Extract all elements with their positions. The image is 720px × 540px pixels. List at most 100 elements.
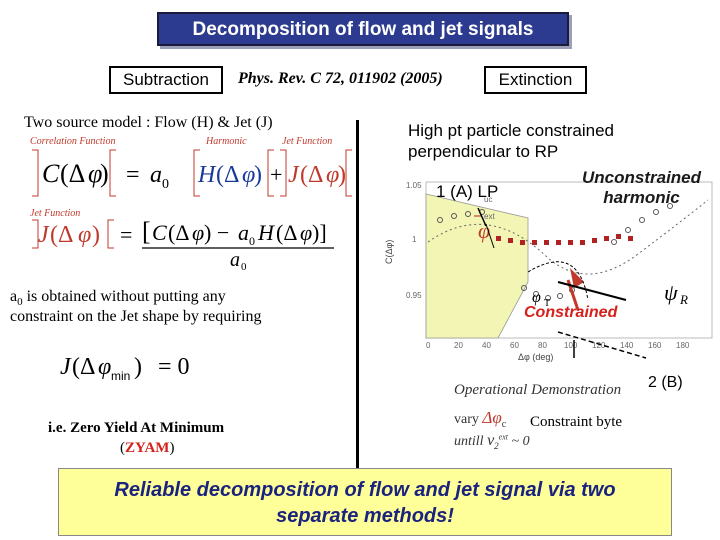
plot-y-label: C(Δφ) xyxy=(384,240,394,264)
jet-function-formula: Jet Function J (Δ φ ) = [ C (Δ φ ) − a 0… xyxy=(30,208,360,270)
svg-text:H: H xyxy=(257,220,275,245)
plot-x-ticks: 0 20 40 60 80 100 120 140 160 180 xyxy=(426,341,690,350)
reference-citation: Phys. Rev. C 72, 011902 (2005) xyxy=(238,70,443,87)
svg-text:φ: φ xyxy=(98,354,111,380)
a0-explanation-line2: constraint on the Jet shape by requiring xyxy=(10,308,262,325)
slide-title: Decomposition of flow and jet signals xyxy=(157,12,569,46)
high-pt-line1: High pt particle constrained xyxy=(408,121,615,140)
svg-text:T: T xyxy=(544,298,550,309)
svg-text:a: a xyxy=(150,162,162,188)
vary-line: vary Δφc xyxy=(454,408,507,430)
svg-text:): ) xyxy=(134,354,142,380)
svg-text:) −: ) − xyxy=(204,220,229,245)
constraint-byte-label: Constraint byte xyxy=(530,414,623,430)
untill-line: untill v2ext ~ 0 xyxy=(454,432,530,451)
svg-text:): ) xyxy=(338,162,346,188)
conclusion-line2: separate methods! xyxy=(276,505,454,527)
plot-x-label: Δφ (deg) xyxy=(518,352,553,362)
svg-text:(Δ: (Δ xyxy=(50,222,73,248)
column-divider xyxy=(356,120,359,472)
svg-text:=: = xyxy=(126,162,140,188)
svg-text:[: [ xyxy=(142,218,151,246)
svg-text:1.05: 1.05 xyxy=(406,181,422,190)
svg-text:a: a xyxy=(230,249,240,270)
high-pt-text: High pt particle constrained perpendicul… xyxy=(408,120,614,162)
svg-text:J: J xyxy=(60,354,72,380)
svg-text:100: 100 xyxy=(564,341,578,350)
svg-text:(Δ: (Δ xyxy=(60,159,85,188)
phi-symbol: φ xyxy=(478,218,490,243)
data-markers xyxy=(496,234,633,245)
svg-text:φ: φ xyxy=(88,159,102,188)
svg-text:R: R xyxy=(679,292,688,307)
svg-text:0: 0 xyxy=(249,234,255,248)
svg-text:): ) xyxy=(92,222,100,248)
zyam-formula: J (Δ φ min ) = 0 xyxy=(60,354,190,383)
svg-text:C: C xyxy=(42,159,60,188)
harmonic-label: Harmonic xyxy=(206,136,247,147)
svg-text:80: 80 xyxy=(538,341,547,350)
svg-text:=: = xyxy=(120,222,132,247)
svg-text:160: 160 xyxy=(648,341,662,350)
svg-text:(Δ: (Δ xyxy=(276,220,297,245)
svg-text:(Δ: (Δ xyxy=(300,162,323,188)
label-2b: 2 (B) xyxy=(648,374,683,391)
zyam-acronym: ZYAM xyxy=(125,440,170,456)
svg-text:0: 0 xyxy=(162,177,169,192)
svg-text:J: J xyxy=(38,222,50,248)
svg-text:φ: φ xyxy=(192,220,204,245)
legend-ext: ext xyxy=(484,212,495,221)
jet-function-label: Jet Function xyxy=(282,136,333,147)
svg-text:φ: φ xyxy=(242,162,255,188)
svg-text:φ: φ xyxy=(78,222,91,248)
zyam-line2: (ZYAM) xyxy=(120,440,175,456)
svg-text:+: + xyxy=(270,162,282,187)
svg-text:0: 0 xyxy=(426,341,431,350)
svg-text:60: 60 xyxy=(510,341,519,350)
svg-text:180: 180 xyxy=(676,341,690,350)
decomposition-formula: Correlation Function Harmonic Jet Functi… xyxy=(30,136,360,200)
svg-text:= 0: = 0 xyxy=(158,354,190,380)
svg-text:1: 1 xyxy=(412,235,417,244)
svg-text:): ) xyxy=(254,162,262,188)
svg-text:140: 140 xyxy=(620,341,634,350)
zyam-line1: i.e. Zero Yield At Minimum xyxy=(48,420,225,436)
unconstrained-harmonic-label: Unconstrained harmonic xyxy=(582,168,702,207)
svg-text:20: 20 xyxy=(454,341,463,350)
a0-explanation-line1: a0 is obtained without putting any xyxy=(10,288,226,309)
label-1a: 1 (A) LP xyxy=(436,182,499,201)
operational-demonstration: Operational Demonstration xyxy=(454,382,622,398)
jet-function-label-2: Jet Function xyxy=(30,208,81,219)
svg-text:40: 40 xyxy=(482,341,491,350)
subtraction-label: Subtraction xyxy=(109,66,223,94)
svg-text:min: min xyxy=(111,369,130,383)
extinction-label: Extinction xyxy=(484,66,587,94)
svg-text:J: J xyxy=(288,162,300,188)
conclusion-line1: Reliable decomposition of flow and jet s… xyxy=(114,479,616,501)
formula-one-graphic: C (Δ φ ) = a 0 H (Δ φ ) + J (Δ φ ) xyxy=(32,149,352,197)
svg-text:)]: )] xyxy=(312,220,327,245)
legend-uc: uc xyxy=(484,195,492,204)
conclusion-box: Reliable decomposition of flow and jet s… xyxy=(58,468,672,536)
svg-text:): ) xyxy=(100,159,109,188)
two-source-model-text: Two source model : Flow (H) & Jet (J) xyxy=(24,114,273,131)
svg-text:C: C xyxy=(152,220,167,245)
svg-text:0: 0 xyxy=(241,261,247,270)
correlation-function-label: Correlation Function xyxy=(30,136,116,147)
constraint-wedge xyxy=(425,193,529,339)
svg-text:a: a xyxy=(238,220,249,245)
svg-text:(Δ: (Δ xyxy=(72,354,95,380)
svg-text:0.95: 0.95 xyxy=(406,291,422,300)
svg-text:H: H xyxy=(197,162,217,188)
constrained-label: Constrained xyxy=(524,304,618,321)
svg-text:φ: φ xyxy=(532,289,541,306)
svg-text:(Δ: (Δ xyxy=(168,220,189,245)
correlation-plot: C(Δφ) 1.05 1 0.95 uc ext 0 20 40 60 80 1… xyxy=(384,181,713,362)
svg-text:120: 120 xyxy=(592,341,606,350)
high-pt-line2: perpendicular to RP xyxy=(408,142,559,161)
svg-text:φ: φ xyxy=(326,162,339,188)
svg-text:φ: φ xyxy=(300,220,312,245)
psi-symbol: ψ xyxy=(664,280,678,305)
svg-text:(Δ: (Δ xyxy=(216,162,239,188)
formula-two-graphic: J (Δ φ ) = [ C (Δ φ ) − a 0 H (Δ φ )] a … xyxy=(32,218,334,270)
